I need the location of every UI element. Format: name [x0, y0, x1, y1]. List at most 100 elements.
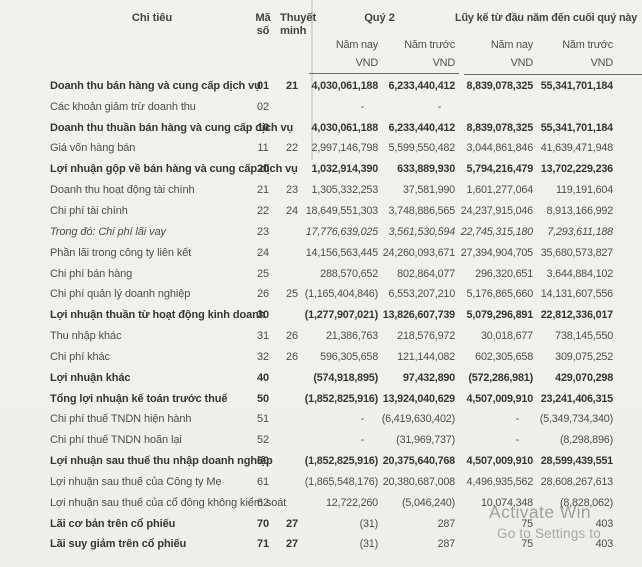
row-q2-current-value: (1,165,404,846) [304, 288, 378, 301]
row-q2-prior-value: 633,889,930 [397, 163, 455, 176]
row-label: Chi phí quản lý doanh nghiệp [50, 288, 191, 301]
row-note: 26 [285, 330, 299, 343]
row-ytd-prior-value: 41,639,471,948 [540, 142, 613, 155]
row-code: 26 [256, 288, 270, 301]
row-label: Lợi nhuận gộp về bán hàng và cung cấp dị… [50, 163, 298, 176]
row-ytd-current-value: 75 [521, 517, 533, 530]
row-label: Lợi nhuận sau thuế của Công ty Mẹ [50, 475, 222, 488]
header-rule-quarter2 [309, 73, 459, 75]
row-ytd-current-value: 602,305,658 [475, 350, 533, 363]
row-code: 62 [256, 496, 270, 509]
row-q2-prior-value: 20,380,687,008 [382, 475, 455, 488]
row-ytd-current-value: 10,074,348 [480, 496, 533, 509]
row-q2-current-value: - [360, 100, 365, 113]
row-code: 51 [256, 413, 270, 426]
row-label: Tổng lợi nhuận kế toán trước thuế [50, 392, 228, 405]
row-q2-current-value: (1,852,825,916) [304, 455, 378, 468]
row-label: Chi phí thuế TNDN hoãn lại [50, 434, 182, 447]
table-row: Chi phí quản lý doanh nghiệp 26 25 (1,16… [0, 284, 613, 305]
table-row: Lãi suy giảm trên cổ phiếu 71 27 (31) 28… [0, 535, 613, 556]
row-code: 52 [256, 434, 270, 447]
row-q2-current-value: 596,305,658 [320, 350, 378, 363]
row-ytd-current-value: 5,079,296,891 [466, 309, 534, 322]
row-label: Chi phí tài chính [50, 204, 128, 217]
row-q2-current-value: (574,918,895) [313, 371, 378, 384]
row-ytd-current-value: 296,320,651 [475, 267, 533, 280]
row-ytd-current-value: 4,507,009,910 [466, 392, 534, 405]
table-row: Lợi nhuận sau thuế của Công ty Mẹ 61 (1,… [0, 472, 613, 493]
table-row: Chi phí bán hàng 25 288,570,652 802,864,… [0, 264, 613, 285]
activate-windows-watermark-line1: Activate Win [489, 502, 592, 522]
row-q2-prior-value: 13,924,040,629 [382, 392, 455, 405]
row-label: Doanh thu bán hàng và cung cấp dịch vụ [50, 79, 261, 92]
row-ytd-prior-value: (8,298,896) [559, 434, 613, 447]
header-row-periods: Năm nay Năm trước Năm nay Năm trước [0, 39, 613, 52]
row-label: Lợi nhuận sau thuế của cổ đông không kiể… [50, 496, 287, 509]
column-header-code-line1: Mã [255, 12, 271, 24]
row-label: Các khoản giảm trừ doanh thu [50, 100, 196, 113]
column-header-code-line2: số [256, 25, 270, 37]
row-ytd-current-value: - [515, 434, 520, 447]
row-ytd-prior-value: 35,680,573,827 [540, 246, 613, 259]
row-q2-current-value: (31) [359, 538, 379, 551]
row-ytd-current-value: 4,496,935,562 [466, 475, 534, 488]
row-q2-prior-value: 97,432,890 [402, 371, 455, 384]
row-code: 60 [256, 455, 270, 468]
row-q2-prior-value: 287 [437, 517, 456, 530]
unit-label-ytd-prior: VND [590, 57, 614, 69]
table-row: Trong đó: Chi phí lãi vay 23 17,776,639,… [0, 222, 613, 243]
row-code: 02 [256, 100, 270, 113]
row-q2-current-value: - [360, 413, 365, 426]
row-q2-prior-value: 6,553,207,210 [388, 288, 456, 301]
row-note: 22 [285, 142, 299, 155]
table-row: Giá vốn hàng bán 11 22 2,997,146,798 5,5… [0, 139, 613, 160]
header-row-units: VND VND VND VND [0, 57, 614, 70]
row-q2-prior-value: 5,599,550,482 [388, 142, 456, 155]
table-row: Doanh thu hoạt động tài chính 21 23 1,30… [0, 180, 613, 201]
row-code: 50 [256, 392, 270, 405]
row-q2-current-value: 1,305,332,253 [311, 184, 379, 197]
row-ytd-prior-value: 403 [595, 538, 614, 551]
unit-label-ytd-current: VND [510, 57, 534, 69]
row-note: 26 [285, 350, 299, 363]
subheader-ytd-current-year: Năm nay [490, 39, 533, 51]
row-note: 25 [285, 288, 299, 301]
row-label: Lợi nhuận thuần từ hoạt động kinh doanh [50, 309, 266, 322]
row-code: 61 [256, 475, 270, 488]
row-q2-prior-value: 20,375,640,768 [382, 455, 455, 468]
row-q2-current-value: 2,997,146,798 [311, 142, 379, 155]
unit-label-q2-prior: VND [432, 57, 456, 69]
row-q2-current-value: 1,032,914,390 [311, 163, 379, 176]
row-q2-current-value: (1,277,907,021) [304, 309, 378, 322]
row-label: Trong đó: Chi phí lãi vay [50, 225, 166, 238]
row-q2-prior-value: (6,419,630,402) [381, 413, 455, 426]
column-header-items: Chi tiêu [131, 12, 173, 24]
table-body: Doanh thu bán hàng và cung cấp dịch vụ 0… [0, 76, 613, 555]
row-ytd-prior-value: 8,913,166,992 [546, 204, 614, 217]
row-code: 10 [256, 121, 270, 134]
row-label: Doanh thu hoạt động tài chính [50, 184, 195, 197]
table-row: Chi phí thuế TNDN hiện hành 51 - (6,419,… [0, 410, 613, 431]
column-group-year-to-date: Lũy kế từ đầu năm đến cuối quý này [455, 12, 638, 24]
row-q2-current-value: 288,570,652 [320, 267, 378, 280]
row-code: 11 [257, 142, 269, 155]
row-q2-prior-value: (31,969,737) [396, 434, 455, 447]
table-row: Lãi cơ bản trên cổ phiếu 70 27 (31) 287 … [0, 514, 613, 535]
row-ytd-current-value: 30,018,677 [480, 330, 533, 343]
row-ytd-prior-value: 55,341,701,184 [540, 79, 613, 92]
row-q2-prior-value: 13,826,607,739 [382, 309, 455, 322]
row-q2-prior-value: 6,233,440,412 [388, 121, 456, 134]
table-row: Các khoản giảm trừ doanh thu 02 - - [0, 97, 613, 118]
row-code: 21 [256, 184, 270, 197]
row-code: 40 [256, 371, 270, 384]
table-row: Lợi nhuận khác 40 (574,918,895) 97,432,8… [0, 368, 613, 389]
row-label: Chi phí bán hàng [50, 267, 133, 280]
row-label: Doanh thu thuần bán hàng và cung cấp dịc… [50, 121, 294, 134]
row-ytd-current-value: - [515, 413, 520, 426]
row-label: Lợi nhuận khác [50, 371, 131, 384]
row-q2-current-value: 18,649,551,303 [305, 204, 378, 217]
header-row-groups: Chi tiêu Mã số Thuyết minh Quý 2 Lũy kế … [0, 12, 638, 38]
row-label: Phần lãi trong công ty liên kết [50, 246, 192, 259]
row-ytd-prior-value: 403 [595, 517, 614, 530]
row-q2-prior-value: 3,561,530,594 [388, 225, 456, 238]
